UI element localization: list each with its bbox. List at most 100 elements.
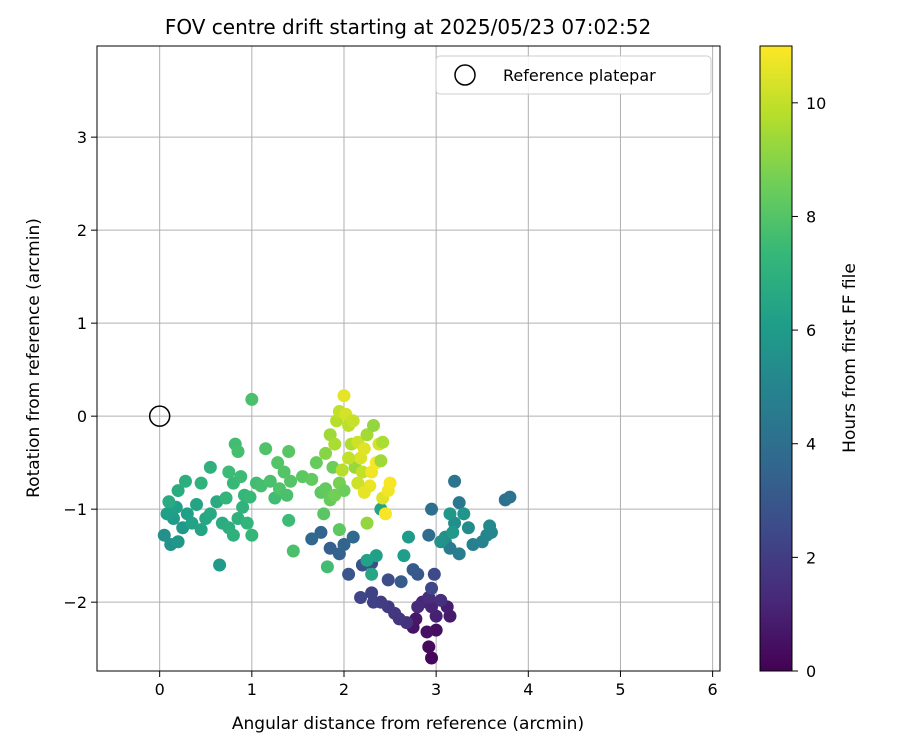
scatter-point	[243, 490, 257, 504]
scatter-point	[245, 528, 259, 542]
scatter-point	[383, 476, 397, 490]
scatter-point	[231, 445, 245, 459]
scatter-point	[503, 490, 517, 504]
scatter-point	[286, 544, 300, 558]
scatter-point	[365, 567, 379, 581]
x-tick-label: 3	[431, 680, 441, 699]
data-points	[157, 389, 517, 665]
scatter-point	[219, 491, 233, 505]
scatter-point	[394, 575, 408, 589]
legend-box	[435, 55, 712, 95]
scatter-point	[342, 567, 356, 581]
x-tick-label: 4	[523, 680, 533, 699]
scatter-point	[422, 528, 436, 542]
scatter-point	[483, 519, 497, 533]
colorbar-gradient	[759, 45, 793, 672]
reference-marker	[148, 405, 171, 427]
colorbar-ticks: 0 2 4 6 8 10	[792, 94, 826, 681]
x-tick-label: 0	[155, 680, 165, 699]
scatter-point	[194, 476, 208, 490]
legend-label: Reference platepar	[503, 66, 656, 85]
scatter-point	[378, 507, 392, 521]
legend: Reference platepar	[435, 55, 712, 95]
scatter-point	[319, 446, 333, 460]
y-tick-label: 1	[77, 314, 87, 333]
scatter-point	[337, 389, 351, 403]
scatter-point	[194, 523, 208, 537]
scatter-point	[171, 484, 185, 498]
scatter-point	[446, 525, 460, 539]
scatter-point	[452, 547, 466, 561]
scatter-point	[236, 500, 250, 514]
colorbar: 0 2 4 6 8 10 Hours from first FF file	[759, 45, 860, 681]
scatter-point	[203, 460, 217, 474]
y-tick-label: 0	[77, 407, 87, 426]
scatter-point	[284, 474, 298, 488]
scatter-point	[162, 495, 176, 509]
chart-title: FOV centre drift starting at 2025/05/23 …	[165, 15, 651, 39]
scatter-point	[185, 516, 199, 530]
scatter-point	[425, 581, 439, 595]
y-tick-label: −1	[63, 500, 87, 519]
scatter-point	[222, 465, 236, 479]
plot-frame	[96, 45, 721, 672]
scatter-point	[443, 507, 457, 521]
scatter-point	[434, 535, 448, 549]
scatter-point	[178, 474, 192, 488]
scatter-point	[335, 463, 349, 477]
scatter-point	[240, 516, 254, 530]
y-tick-label: −2	[63, 593, 87, 612]
scatter-point	[402, 530, 415, 544]
scatter-point	[425, 651, 439, 665]
scatter-point	[351, 476, 365, 490]
scatter-point	[366, 418, 380, 432]
scatter-point	[360, 553, 374, 567]
scatter-point	[448, 474, 462, 488]
scatter-point	[203, 507, 217, 521]
scatter-point	[434, 593, 448, 607]
scatter-point	[259, 442, 273, 456]
scatter-point	[427, 567, 441, 581]
scatter-point	[457, 507, 471, 521]
scatter-point	[397, 549, 411, 563]
scatter-point	[320, 560, 334, 574]
colorbar-tick-label: 10	[806, 94, 826, 113]
scatter-point	[328, 437, 342, 451]
scatter-point	[411, 600, 425, 614]
scatter-point	[157, 528, 171, 542]
scatter-point	[282, 513, 296, 527]
scatter-point	[355, 465, 369, 479]
grid-lines	[97, 46, 720, 671]
scatter-point	[420, 625, 434, 639]
scatter-point	[171, 535, 185, 549]
x-axis-ticks: 0 1 2 3 4 5 6	[155, 671, 718, 699]
scatter-point	[263, 474, 277, 488]
scatter-point	[271, 456, 285, 470]
y-axis-ticks: −2 −1 0 1 2 3	[63, 128, 97, 612]
scatter-point	[234, 470, 248, 484]
scatter-point	[452, 496, 466, 510]
scatter-point	[357, 485, 371, 499]
y-tick-label: 3	[77, 128, 87, 147]
scatter-point	[425, 502, 439, 516]
scatter-point	[317, 507, 331, 521]
scatter-point	[360, 516, 374, 530]
scatter-point	[374, 454, 388, 468]
scatter-point	[461, 521, 475, 535]
colorbar-label: Hours from first FF file	[840, 263, 860, 453]
colorbar-tick-label: 0	[806, 662, 816, 681]
scatter-point	[309, 456, 323, 470]
scatter-point	[354, 591, 368, 605]
scatter-point	[360, 428, 374, 442]
scatter-point	[337, 538, 351, 552]
scatter-point	[314, 525, 328, 539]
scatter-point	[226, 528, 240, 542]
x-tick-label: 5	[615, 680, 625, 699]
colorbar-tick-label: 6	[806, 321, 816, 340]
scatter-point	[406, 563, 420, 577]
colorbar-tick-label: 4	[806, 435, 816, 454]
legend-marker-icon	[454, 64, 476, 86]
scatter-point	[319, 482, 333, 496]
colorbar-tick-label: 8	[806, 207, 816, 226]
scatter-point	[277, 465, 291, 479]
